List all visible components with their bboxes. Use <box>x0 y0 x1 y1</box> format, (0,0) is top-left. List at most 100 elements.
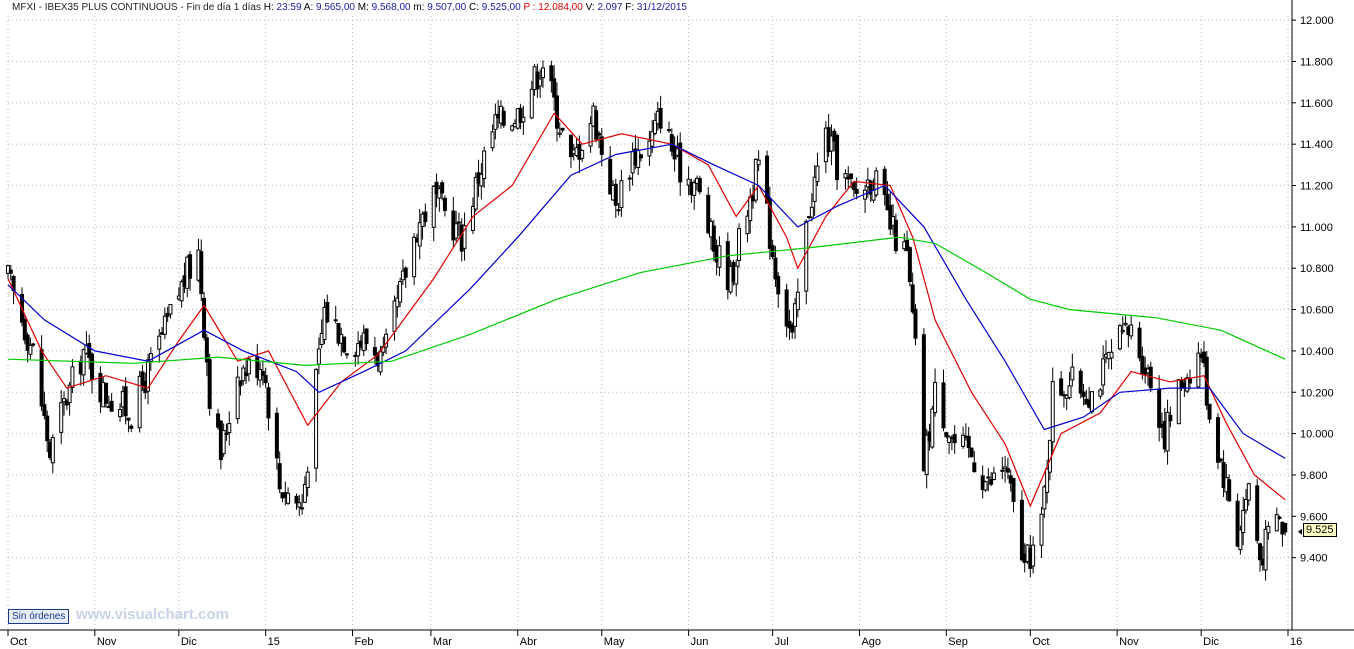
candle-body <box>162 315 167 335</box>
candle-body <box>39 349 44 407</box>
candle-body <box>1257 543 1262 561</box>
candle-body <box>1221 462 1226 489</box>
y-tick-label: 11.600 <box>1300 98 1333 110</box>
candle-body <box>1168 414 1173 422</box>
candle-body <box>594 110 599 140</box>
candle-body <box>658 107 663 129</box>
candle-body <box>599 136 604 155</box>
candle-body <box>711 225 716 252</box>
candle-body <box>529 88 534 119</box>
candle-body <box>263 375 268 384</box>
y-tick-label: 10.800 <box>1300 263 1334 275</box>
candle-body <box>431 185 436 228</box>
x-tick-label: Jul <box>775 636 789 648</box>
y-tick-label: 11.000 <box>1300 222 1333 234</box>
candle-body <box>812 176 817 202</box>
candle-body <box>737 228 742 261</box>
candle-body <box>274 412 279 459</box>
moving-averages <box>7 112 1286 508</box>
candle-body <box>868 180 873 195</box>
candle-body <box>835 134 840 181</box>
position-label: P : <box>523 2 536 13</box>
orders-button[interactable]: Sin órdenes <box>8 609 70 624</box>
y-tick-label: 12.000 <box>1300 15 1334 27</box>
candle-body <box>1117 325 1122 350</box>
candle-body <box>1000 469 1005 472</box>
candle-body <box>202 297 207 338</box>
low-label: m: <box>413 2 425 13</box>
candle-body <box>1227 479 1232 502</box>
candle-body <box>305 471 310 488</box>
candle-body <box>930 408 935 448</box>
candle-body <box>266 387 271 419</box>
candle-body <box>608 158 613 195</box>
high-label: M: <box>357 2 369 13</box>
last-price-arrow <box>1298 528 1302 535</box>
candle-body <box>1277 516 1282 519</box>
candle-body <box>638 154 643 159</box>
candle-body <box>140 371 145 387</box>
candle-body <box>235 376 240 420</box>
candle-body <box>1011 477 1016 502</box>
candle-body <box>42 404 47 416</box>
candle-body <box>1109 351 1114 359</box>
candle-body <box>87 343 92 359</box>
y-tick-label: 11.800 <box>1300 56 1333 68</box>
candle-body <box>104 382 109 404</box>
y-tick-label: 9.800 <box>1300 470 1328 482</box>
candle-body <box>109 400 114 412</box>
candle-body <box>454 223 459 239</box>
candle-body <box>8 269 13 274</box>
candle-body <box>941 382 946 429</box>
candle-body <box>1123 322 1128 326</box>
candle-body <box>538 78 543 87</box>
candle-body <box>851 182 856 190</box>
x-tick-label: Dic <box>1203 636 1219 648</box>
candle-body <box>1098 389 1103 397</box>
candle-body <box>31 343 36 346</box>
candle-body <box>893 219 898 252</box>
open-value: 9.565,00 <box>316 2 355 13</box>
candle-body <box>28 344 33 355</box>
close-value: 9.525,00 <box>481 2 521 13</box>
candle-body <box>510 125 515 131</box>
candle-body <box>417 222 422 247</box>
candle-body <box>518 107 523 123</box>
candle-body <box>815 165 820 182</box>
x-tick-label: Jun <box>691 636 709 648</box>
candle-body <box>1157 388 1162 428</box>
candle-body <box>216 413 221 428</box>
candle-body <box>137 375 142 429</box>
candle-body <box>540 67 545 79</box>
last-price-marker: 9.525 <box>1303 523 1337 537</box>
y-tick-label: 9.400 <box>1300 553 1328 565</box>
candle-body <box>1059 378 1064 396</box>
candle-body <box>482 150 487 180</box>
candle-body <box>1283 523 1288 533</box>
candle-body <box>1238 529 1243 551</box>
candle-body <box>549 65 554 82</box>
candle-body <box>300 507 305 510</box>
candle-body <box>580 149 585 159</box>
candle-body <box>221 430 226 455</box>
candle-body <box>442 197 447 211</box>
x-tick-label: Feb <box>355 636 374 648</box>
candle-body <box>1137 327 1142 359</box>
candle-body <box>1120 329 1125 333</box>
candle-body <box>1019 499 1024 561</box>
candle-body <box>1045 468 1050 493</box>
candle-body <box>969 447 974 458</box>
candle-body <box>790 324 795 333</box>
candle-body <box>793 303 798 327</box>
position-value: 12.084,00 <box>538 2 583 13</box>
candle-body <box>255 356 260 378</box>
candle-body <box>1176 379 1181 425</box>
candle-body <box>913 308 918 339</box>
moving-average-green <box>7 236 1286 367</box>
candle-body <box>717 245 722 268</box>
candle-body <box>473 176 478 210</box>
candle-body <box>947 436 952 443</box>
candle-body <box>227 423 232 434</box>
candle-body <box>244 372 249 377</box>
